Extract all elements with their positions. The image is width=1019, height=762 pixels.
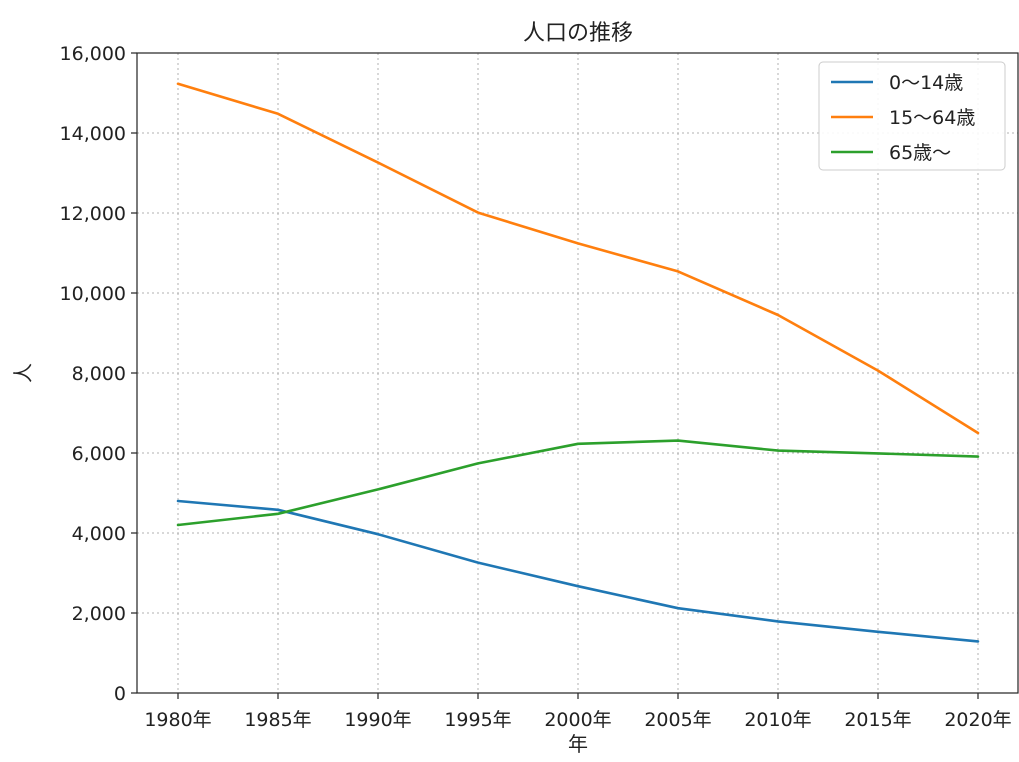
x-axis-label: 年 <box>568 732 588 756</box>
y-axis-label: 人 <box>11 363 35 383</box>
x-tick-label: 2010年 <box>744 709 811 731</box>
x-tick-label: 1980年 <box>144 709 211 731</box>
x-tick-label: 2015年 <box>844 709 911 731</box>
series-line-1 <box>176 499 980 643</box>
y-tick-label: 14,000 <box>60 123 126 145</box>
legend: 0〜14歳 15〜64歳 65歳〜 <box>818 61 1006 171</box>
series-line-2 <box>176 82 980 435</box>
y-tick-label: 10,000 <box>60 283 126 305</box>
series-line-3 <box>176 439 980 527</box>
x-tick-label: 1985年 <box>244 709 311 731</box>
x-axis-ticks: 1980年 1985年 1990年 1995年 2000年 2005年 2010年 2015年… <box>144 693 1012 731</box>
legend-label-3: 65歳〜 <box>889 142 951 164</box>
y-tick-label: 12,000 <box>60 203 126 225</box>
y-tick-label: 8,000 <box>72 363 126 385</box>
y-tick-label: 4,000 <box>72 523 126 545</box>
chart-title: 人口の推移 <box>523 21 633 46</box>
y-axis-ticks: 0 2,000 4,000 6,000 8,000 10,000 12,000 14,000 1… <box>60 43 137 705</box>
series-lines <box>176 82 980 643</box>
y-tick-label: 16,000 <box>60 43 126 65</box>
y-tick-label: 2,000 <box>72 603 126 625</box>
x-tick-label: 1990年 <box>344 709 411 731</box>
legend-label-1: 0〜14歳 <box>889 72 963 94</box>
x-tick-label: 2000年 <box>544 709 611 731</box>
legend-box <box>818 61 1006 171</box>
x-tick-label: 2005年 <box>644 709 711 731</box>
y-tick-label: 6,000 <box>72 443 126 465</box>
x-tick-label: 1995年 <box>444 709 511 731</box>
legend-label-2: 15〜64歳 <box>889 107 975 129</box>
x-tick-label: 2020年 <box>944 709 1011 731</box>
legend-items: 0〜14歳 15〜64歳 65歳〜 <box>831 72 975 164</box>
y-tick-label: 0 <box>114 683 126 705</box>
